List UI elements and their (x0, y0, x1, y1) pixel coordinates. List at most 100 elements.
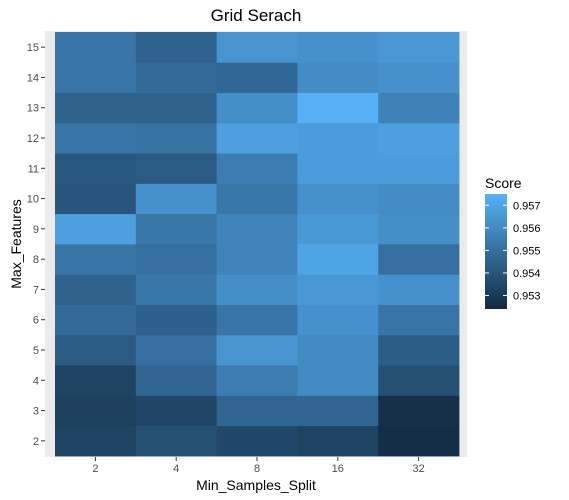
heatmap-cell (55, 153, 137, 184)
x-axis-ticks: 2 4 8 16 32 (92, 457, 425, 475)
heatmap-cell (55, 365, 137, 396)
x-tick-label: 32 (412, 463, 424, 475)
y-tick-label: 8 (33, 254, 39, 266)
heatmap-cell (55, 62, 137, 93)
heatmap-cell (216, 122, 298, 154)
heatmap-cell (297, 274, 379, 305)
heatmap-cell (55, 183, 137, 215)
heatmap-cell (135, 244, 217, 275)
heatmap-cell (135, 32, 217, 63)
y-axis-title: Max_Features (8, 199, 24, 288)
heatmap-cell (55, 122, 137, 154)
legend-colorbar (485, 194, 507, 309)
x-tick-label: 2 (92, 463, 98, 475)
heatmap-cell (297, 395, 379, 427)
legend-tick-label: 0.957 (513, 200, 541, 212)
heatmap-cell (297, 365, 379, 396)
heatmap-cell (55, 274, 137, 305)
y-tick-label: 5 (33, 345, 39, 357)
heatmap-cell (378, 213, 460, 245)
heatmap-cell (297, 334, 379, 366)
heatmap-cell (55, 395, 137, 427)
heatmap-cell (135, 425, 217, 457)
heatmap-cell (216, 365, 298, 396)
heatmap-cell (216, 32, 298, 63)
heatmap-cell (135, 365, 217, 396)
legend-tick-label: 0.953 (513, 290, 541, 302)
heatmap-cell (378, 274, 460, 305)
y-tick-label: 10 (27, 194, 39, 206)
heatmap-cell (55, 334, 137, 366)
y-tick-label: 6 (33, 315, 39, 327)
heatmap-cell (378, 32, 460, 63)
y-tick-label: 14 (27, 72, 39, 84)
heatmap-cell (378, 122, 460, 154)
heatmap-cell (216, 425, 298, 457)
heatmap-cell (297, 213, 379, 245)
heatmap-cell (378, 365, 460, 396)
heatmap-cell (135, 395, 217, 427)
heatmap-cell (216, 274, 298, 305)
heatmap-cell (216, 92, 298, 124)
legend-title: Score (485, 175, 522, 191)
heatmap-cell (216, 62, 298, 93)
heatmap-cell (135, 304, 217, 336)
legend-tick-label: 0.956 (513, 223, 541, 235)
heatmap-cell (55, 304, 137, 336)
y-tick-label: 11 (28, 163, 39, 175)
x-axis-title: Min_Samples_Split (196, 477, 316, 493)
heatmap-cell (378, 92, 460, 124)
heatmap-cell (135, 92, 217, 124)
heatmap-cells (55, 32, 460, 457)
heatmap-cell (378, 183, 460, 215)
heatmap-cell (135, 122, 217, 154)
heatmap-cell (55, 244, 137, 275)
chart-title: Grid Serach (211, 6, 302, 25)
legend: Score 0.957 0.956 0.955 0.954 0.953 (485, 175, 541, 309)
y-tick-label: 13 (27, 103, 39, 115)
heatmap-cell (216, 304, 298, 336)
heatmap-cell (378, 244, 460, 275)
y-axis-ticks: 2 3 4 5 6 7 8 9 10 11 12 13 14 15 (27, 42, 45, 448)
heatmap-cell (378, 334, 460, 366)
heatmap-cell (297, 62, 379, 93)
heatmap-cell (135, 183, 217, 215)
y-tick-label: 12 (27, 133, 39, 145)
heatmap-cell (378, 62, 460, 93)
heatmap-cell (135, 274, 217, 305)
x-tick-label: 8 (254, 463, 260, 475)
heatmap-cell (135, 334, 217, 366)
heatmap-cell (55, 32, 137, 63)
heatmap-cell (378, 395, 460, 427)
heatmap-cell (297, 304, 379, 336)
heatmap-cell (297, 122, 379, 154)
y-tick-label: 9 (33, 224, 39, 236)
heatmap-cell (378, 153, 460, 184)
heatmap-cell (55, 425, 137, 457)
heatmap-cell (297, 92, 379, 124)
y-tick-label: 2 (33, 436, 39, 448)
heatmap-cell (378, 304, 460, 336)
heatmap-cell (55, 92, 137, 124)
legend-tick-label: 0.954 (513, 268, 541, 280)
heatmap-cell (216, 395, 298, 427)
heatmap-cell (297, 425, 379, 457)
x-tick-label: 16 (332, 463, 344, 475)
heatmap-cell (216, 334, 298, 366)
legend-tick-label: 0.955 (513, 245, 541, 257)
y-tick-label: 15 (27, 42, 39, 54)
heatmap-cell (297, 32, 379, 63)
heatmap-cell (216, 213, 298, 245)
x-tick-label: 4 (173, 463, 179, 475)
heatmap-cell (297, 183, 379, 215)
y-tick-label: 7 (33, 284, 39, 296)
heatmap-cell (378, 425, 460, 457)
heatmap-cell (216, 244, 298, 275)
y-tick-label: 4 (33, 375, 39, 387)
heatmap-cell (135, 213, 217, 245)
heatmap-cell (297, 153, 379, 184)
heatmap-cell (55, 213, 137, 245)
heatmap-cell (297, 244, 379, 275)
